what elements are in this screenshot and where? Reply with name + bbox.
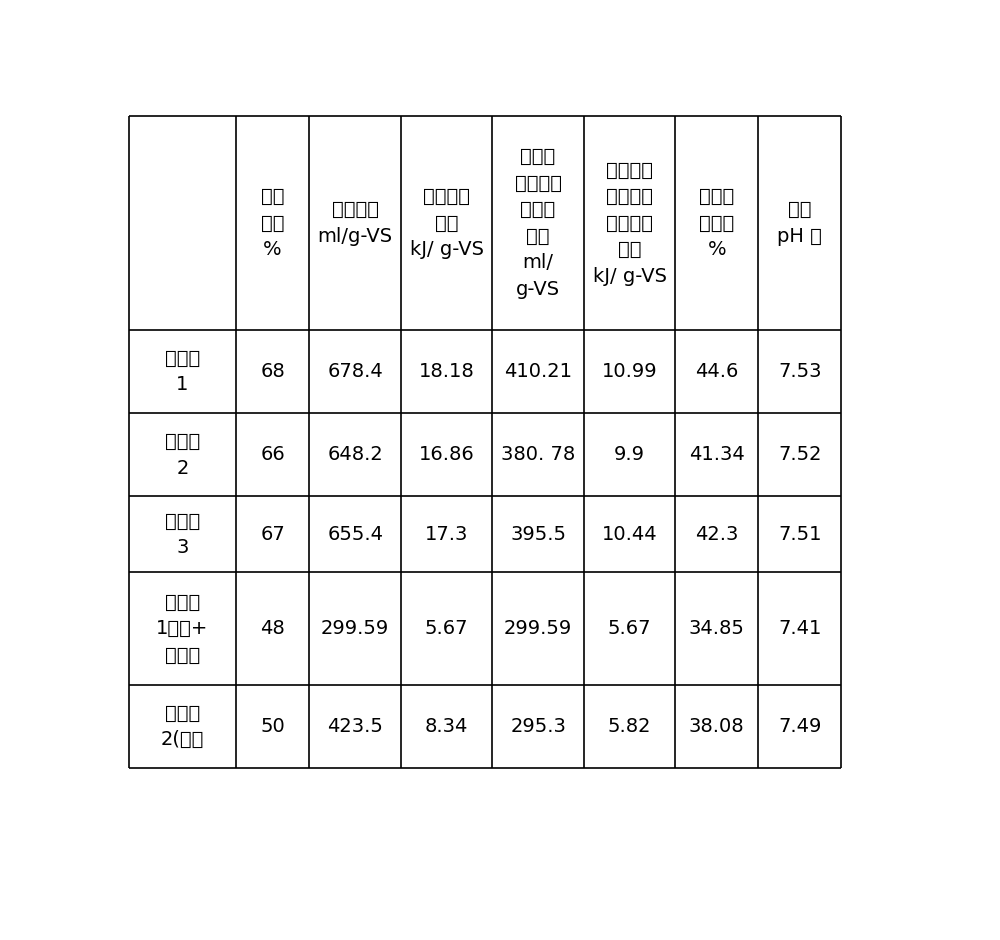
Text: 实施例
2: 实施例 2 bbox=[165, 432, 200, 478]
Text: 42.3: 42.3 bbox=[695, 525, 738, 544]
Text: 沼气热值
产率（扣
除醋酸影
响）
kJ/ g-VS: 沼气热值 产率（扣 除醋酸影 响） kJ/ g-VS bbox=[593, 161, 667, 286]
Text: 系统
pH 值: 系统 pH 值 bbox=[777, 200, 822, 246]
Text: 实施例
3: 实施例 3 bbox=[165, 511, 200, 557]
Text: 66: 66 bbox=[260, 446, 285, 464]
Text: 对比例
1（碱+
水热）: 对比例 1（碱+ 水热） bbox=[156, 592, 209, 665]
Text: 沼气产率
ml/g-VS: 沼气产率 ml/g-VS bbox=[318, 200, 393, 246]
Text: 7.53: 7.53 bbox=[778, 362, 821, 381]
Text: 5.67: 5.67 bbox=[425, 619, 468, 638]
Text: 9.9: 9.9 bbox=[614, 446, 645, 464]
Text: 50: 50 bbox=[260, 716, 285, 736]
Text: 423.5: 423.5 bbox=[327, 716, 383, 736]
Text: 16.86: 16.86 bbox=[419, 446, 475, 464]
Text: 5.67: 5.67 bbox=[608, 619, 651, 638]
Text: 380. 78: 380. 78 bbox=[501, 446, 575, 464]
Text: 沼气产
率（扣除
醋酸影
响）
ml/
g-VS: 沼气产 率（扣除 醋酸影 响） ml/ g-VS bbox=[515, 148, 562, 299]
Text: 7.41: 7.41 bbox=[778, 619, 821, 638]
Text: 5.82: 5.82 bbox=[608, 716, 651, 736]
Text: 299.59: 299.59 bbox=[504, 619, 572, 638]
Text: 38.08: 38.08 bbox=[689, 716, 745, 736]
Text: 44.6: 44.6 bbox=[695, 362, 738, 381]
Text: 395.5: 395.5 bbox=[510, 525, 566, 544]
Text: 10.99: 10.99 bbox=[602, 362, 657, 381]
Text: 沼气热值
产率
kJ/ g-VS: 沼气热值 产率 kJ/ g-VS bbox=[410, 187, 484, 259]
Text: 实施例
1: 实施例 1 bbox=[165, 349, 200, 394]
Text: 有机质
去除率
%: 有机质 去除率 % bbox=[699, 187, 734, 259]
Text: 8.34: 8.34 bbox=[425, 716, 468, 736]
Text: 17.3: 17.3 bbox=[425, 525, 468, 544]
Text: 678.4: 678.4 bbox=[327, 362, 383, 381]
Text: 648.2: 648.2 bbox=[327, 446, 383, 464]
Text: 18.18: 18.18 bbox=[419, 362, 475, 381]
Text: 对比例
2(水热: 对比例 2(水热 bbox=[161, 703, 204, 749]
Text: 68: 68 bbox=[260, 362, 285, 381]
Text: 7.49: 7.49 bbox=[778, 716, 821, 736]
Text: 7.52: 7.52 bbox=[778, 446, 821, 464]
Text: 655.4: 655.4 bbox=[327, 525, 383, 544]
Text: 48: 48 bbox=[260, 619, 285, 638]
Text: 299.59: 299.59 bbox=[321, 619, 389, 638]
Text: 甲烷
含量
%: 甲烷 含量 % bbox=[261, 187, 284, 259]
Text: 410.21: 410.21 bbox=[504, 362, 572, 381]
Text: 295.3: 295.3 bbox=[510, 716, 566, 736]
Text: 67: 67 bbox=[260, 525, 285, 544]
Text: 10.44: 10.44 bbox=[602, 525, 657, 544]
Text: 7.51: 7.51 bbox=[778, 525, 821, 544]
Text: 34.85: 34.85 bbox=[689, 619, 745, 638]
Text: 41.34: 41.34 bbox=[689, 446, 745, 464]
